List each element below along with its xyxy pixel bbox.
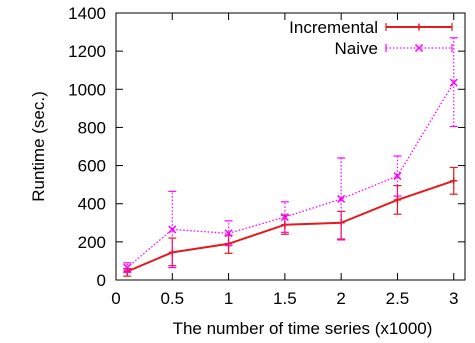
naive-point xyxy=(224,229,233,238)
y-tick-labels: 0 200 400 600 800 1000 1200 1400 xyxy=(68,4,106,290)
legend-label-incremental: Incremental xyxy=(289,18,378,37)
x-tick-label: 0 xyxy=(111,289,120,308)
naive-point xyxy=(393,172,402,181)
x-tick-label: 2 xyxy=(336,289,345,308)
y-tick-label: 200 xyxy=(78,233,106,252)
x-axis-title: The number of time series (x1000) xyxy=(173,319,433,338)
legend-marker-naive xyxy=(414,43,424,53)
x-tick-label: 1 xyxy=(224,289,233,308)
naive-series xyxy=(123,37,458,273)
legend-label-naive: Naive xyxy=(335,39,378,58)
y-tick-label: 800 xyxy=(78,118,106,137)
series-layer xyxy=(123,37,458,277)
y-axis-title: Runtime (sec.) xyxy=(29,91,48,202)
chart-legend: Incremental Naive xyxy=(289,18,453,58)
y-tick-label: 400 xyxy=(78,195,106,214)
x-tick-labels: 0 0.5 1 1.5 2 2.5 3 xyxy=(111,289,458,308)
naive-line xyxy=(126,82,455,269)
incremental-line xyxy=(126,179,455,273)
naive-point xyxy=(337,194,346,203)
y-tick-label: 1400 xyxy=(68,4,106,23)
plot-area-frame xyxy=(115,12,466,281)
incremental-series xyxy=(123,166,458,277)
x-tick-label: 0.5 xyxy=(160,289,184,308)
y-tick-label: 0 xyxy=(97,271,106,290)
x-tick-label: 1.5 xyxy=(273,289,297,308)
x-tick-label: 2.5 xyxy=(386,289,410,308)
naive-point xyxy=(449,78,458,87)
x-tick-label: 3 xyxy=(449,289,458,308)
y-tick-label: 1200 xyxy=(68,42,106,61)
y-tick-label: 600 xyxy=(78,157,106,176)
y-tick-label: 1000 xyxy=(68,80,106,99)
naive-point xyxy=(280,213,289,222)
axis-ticks xyxy=(115,12,465,281)
naive-point xyxy=(168,225,177,234)
naive-point xyxy=(123,263,132,272)
